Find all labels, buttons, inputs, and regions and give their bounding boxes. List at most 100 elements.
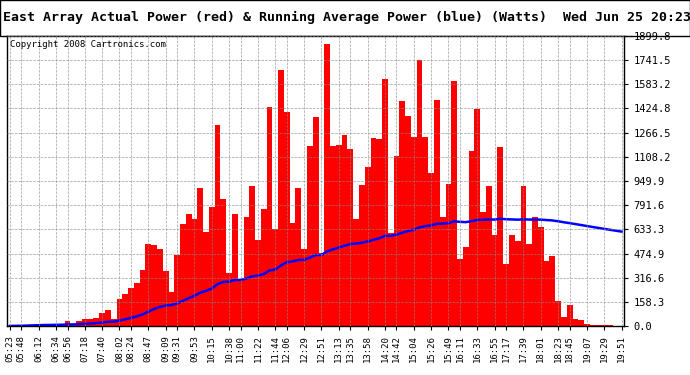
Bar <box>573 319 578 326</box>
Bar <box>348 150 353 326</box>
Bar <box>163 272 168 326</box>
Bar <box>388 233 393 326</box>
Bar <box>134 283 139 326</box>
Bar <box>382 79 388 326</box>
Bar <box>411 137 417 326</box>
Bar <box>451 81 457 326</box>
Bar <box>561 317 566 326</box>
Bar <box>307 146 313 326</box>
Bar <box>65 321 70 326</box>
Bar <box>475 109 480 326</box>
Bar <box>117 300 122 326</box>
Bar <box>538 227 544 326</box>
Bar <box>457 259 463 326</box>
Bar <box>544 261 549 326</box>
Bar <box>139 270 146 326</box>
Bar <box>302 249 307 326</box>
Bar <box>549 256 555 326</box>
Bar <box>180 224 186 326</box>
Bar <box>584 324 590 326</box>
Bar <box>336 145 342 326</box>
Bar <box>122 294 128 326</box>
Bar <box>405 116 411 326</box>
Bar <box>93 318 99 326</box>
Bar <box>53 324 59 326</box>
Text: East Array Actual Power (red) & Running Average Power (blue) (Watts)  Wed Jun 25: East Array Actual Power (red) & Running … <box>3 11 690 24</box>
Bar <box>492 235 497 326</box>
Bar <box>526 244 532 326</box>
Bar <box>192 219 197 326</box>
Bar <box>497 147 503 326</box>
Bar <box>41 324 48 326</box>
Bar <box>295 188 302 326</box>
Bar <box>105 310 111 326</box>
Bar <box>186 214 192 326</box>
Bar <box>48 325 53 326</box>
Bar <box>255 240 261 326</box>
Bar <box>365 167 371 326</box>
Bar <box>480 212 486 326</box>
Bar <box>76 321 82 326</box>
Bar <box>515 241 520 326</box>
Bar <box>146 244 151 326</box>
Bar <box>215 125 220 326</box>
Bar <box>463 247 469 326</box>
Bar <box>446 184 451 326</box>
Bar <box>595 325 602 326</box>
Bar <box>434 100 440 326</box>
Bar <box>197 188 203 326</box>
Bar <box>400 100 405 326</box>
Bar <box>503 264 509 326</box>
Bar <box>578 320 584 326</box>
Bar <box>278 70 284 326</box>
Bar <box>486 186 492 326</box>
Text: Copyright 2008 Cartronics.com: Copyright 2008 Cartronics.com <box>10 40 166 49</box>
Bar <box>266 107 273 326</box>
Bar <box>24 325 30 326</box>
Bar <box>342 135 348 326</box>
Bar <box>532 217 538 326</box>
Bar <box>261 210 266 326</box>
Bar <box>30 325 36 326</box>
Bar <box>417 60 422 326</box>
Bar <box>330 146 336 326</box>
Bar <box>244 217 249 326</box>
Bar <box>209 207 215 326</box>
Bar <box>88 320 93 326</box>
Bar <box>220 199 226 326</box>
Bar <box>509 235 515 326</box>
Bar <box>151 245 157 326</box>
Bar <box>249 186 255 326</box>
Bar <box>128 288 134 326</box>
Bar <box>313 117 319 326</box>
Bar <box>324 44 330 326</box>
Bar <box>226 273 232 326</box>
Bar <box>36 324 41 326</box>
Bar <box>175 255 180 326</box>
Bar <box>590 325 595 326</box>
Bar <box>393 156 400 326</box>
Bar <box>566 305 573 326</box>
Bar <box>428 173 434 326</box>
Bar <box>376 139 382 326</box>
Bar <box>520 186 526 326</box>
Bar <box>371 138 376 326</box>
Bar <box>555 301 561 326</box>
Bar <box>422 137 428 326</box>
Bar <box>168 292 175 326</box>
Bar <box>99 313 105 326</box>
Bar <box>203 232 209 326</box>
Bar <box>359 184 365 326</box>
Bar <box>82 319 88 326</box>
Bar <box>469 151 475 326</box>
Bar <box>238 280 244 326</box>
Bar <box>70 324 76 326</box>
Bar <box>319 253 324 326</box>
Bar <box>440 217 446 326</box>
Bar <box>59 324 65 326</box>
Bar <box>353 219 359 326</box>
Bar <box>284 112 290 326</box>
Bar <box>273 229 278 326</box>
Bar <box>232 214 238 326</box>
Bar <box>290 223 295 326</box>
